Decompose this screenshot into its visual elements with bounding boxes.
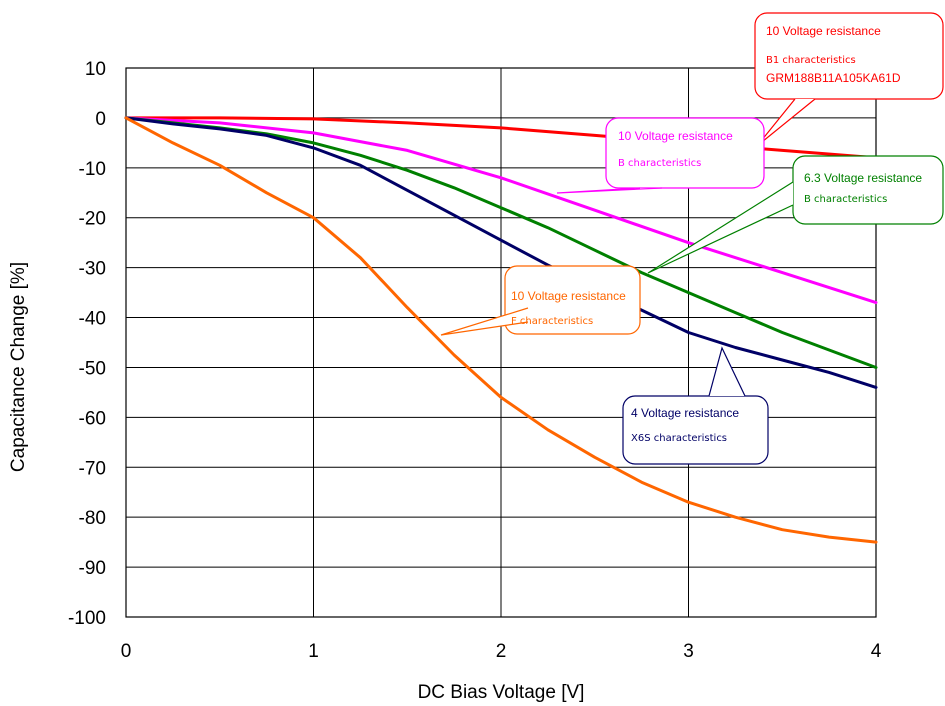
y-tick-label: -80 [79, 508, 106, 529]
callout-box [754, 12, 944, 100]
series-lines [124, 116, 878, 544]
y-tick-label: -50 [79, 358, 106, 379]
callout-box [504, 265, 641, 335]
y-tick-label: -40 [79, 309, 106, 330]
callout-box [622, 395, 769, 465]
y-tick-label: -20 [79, 209, 106, 230]
callout-b_10v: 10 Voltage resistance B characteristics [556, 117, 765, 194]
x-tick-label: 0 [121, 641, 132, 662]
y-tick-labels: 10 0 -10 -20 -30 -40 -50 -60 -70 -80 -90 -100 [68, 59, 106, 629]
x-axis-title: DC Bias Voltage [V] [418, 682, 585, 703]
y-tick-label: 0 [95, 109, 106, 130]
plot-frame [125, 67, 877, 618]
x-tick-label: 1 [308, 641, 319, 662]
x-tick-labels: 0 1 2 3 4 [121, 641, 882, 662]
callout-label: 10 Voltage resistance [511, 289, 626, 303]
callout-b_6_3v: 6.3 Voltage resistance B characteristics [647, 155, 944, 274]
callout-pointer [556, 187, 663, 194]
y-tick-label: 10 [85, 59, 106, 80]
callout-label: 10 Voltage resistance [766, 24, 881, 38]
callout-b1_10v: 10 Voltage resistance B1 characteristics G… [754, 12, 944, 147]
callout-label: B1 characteristics [766, 55, 856, 66]
y-tick-label: -70 [79, 458, 106, 479]
x-tick-label: 4 [871, 641, 882, 662]
callouts: 10 Voltage resistance B1 characteristics G… [440, 12, 944, 465]
series-line-x6s_4v [124, 116, 878, 389]
callout-label: B characteristics [804, 194, 887, 205]
callout-label: 10 Voltage resistance [618, 129, 733, 143]
y-axis-title: Capacitance Change [%] [8, 262, 29, 472]
y-tick-label: -60 [79, 408, 106, 429]
callout-label: 6.3 Voltage resistance [804, 171, 922, 185]
y-tick-label: -30 [79, 259, 106, 280]
y-tick-label: -100 [68, 608, 106, 629]
callout-label: 4 Voltage resistance [631, 406, 739, 420]
callout-pointer [708, 346, 746, 397]
callout-pointer [440, 307, 529, 336]
callout-label: GRM188B11A105KA61D [766, 71, 901, 85]
callout-pointer [647, 181, 794, 274]
callout-tail [709, 348, 745, 396]
callout-box [605, 117, 765, 189]
callout-x6s_4v: 4 Voltage resistance X6S characteristics [622, 346, 769, 465]
callout-pointer [756, 98, 816, 147]
x-tick-label: 2 [496, 641, 507, 662]
callout-box [792, 155, 944, 225]
series-line-b_10v [124, 116, 878, 305]
callout-f_10v: 10 Voltage resistance F characteristics [440, 265, 641, 336]
y-tick-label: -90 [79, 558, 106, 579]
callout-label: B characteristics [618, 158, 701, 169]
x-tick-label: 3 [683, 641, 694, 662]
y-tick-label: -10 [79, 159, 106, 180]
callout-label: X6S characteristics [631, 433, 727, 444]
callout-label: F characteristics [511, 316, 593, 327]
series-line-f_10v [124, 116, 878, 544]
